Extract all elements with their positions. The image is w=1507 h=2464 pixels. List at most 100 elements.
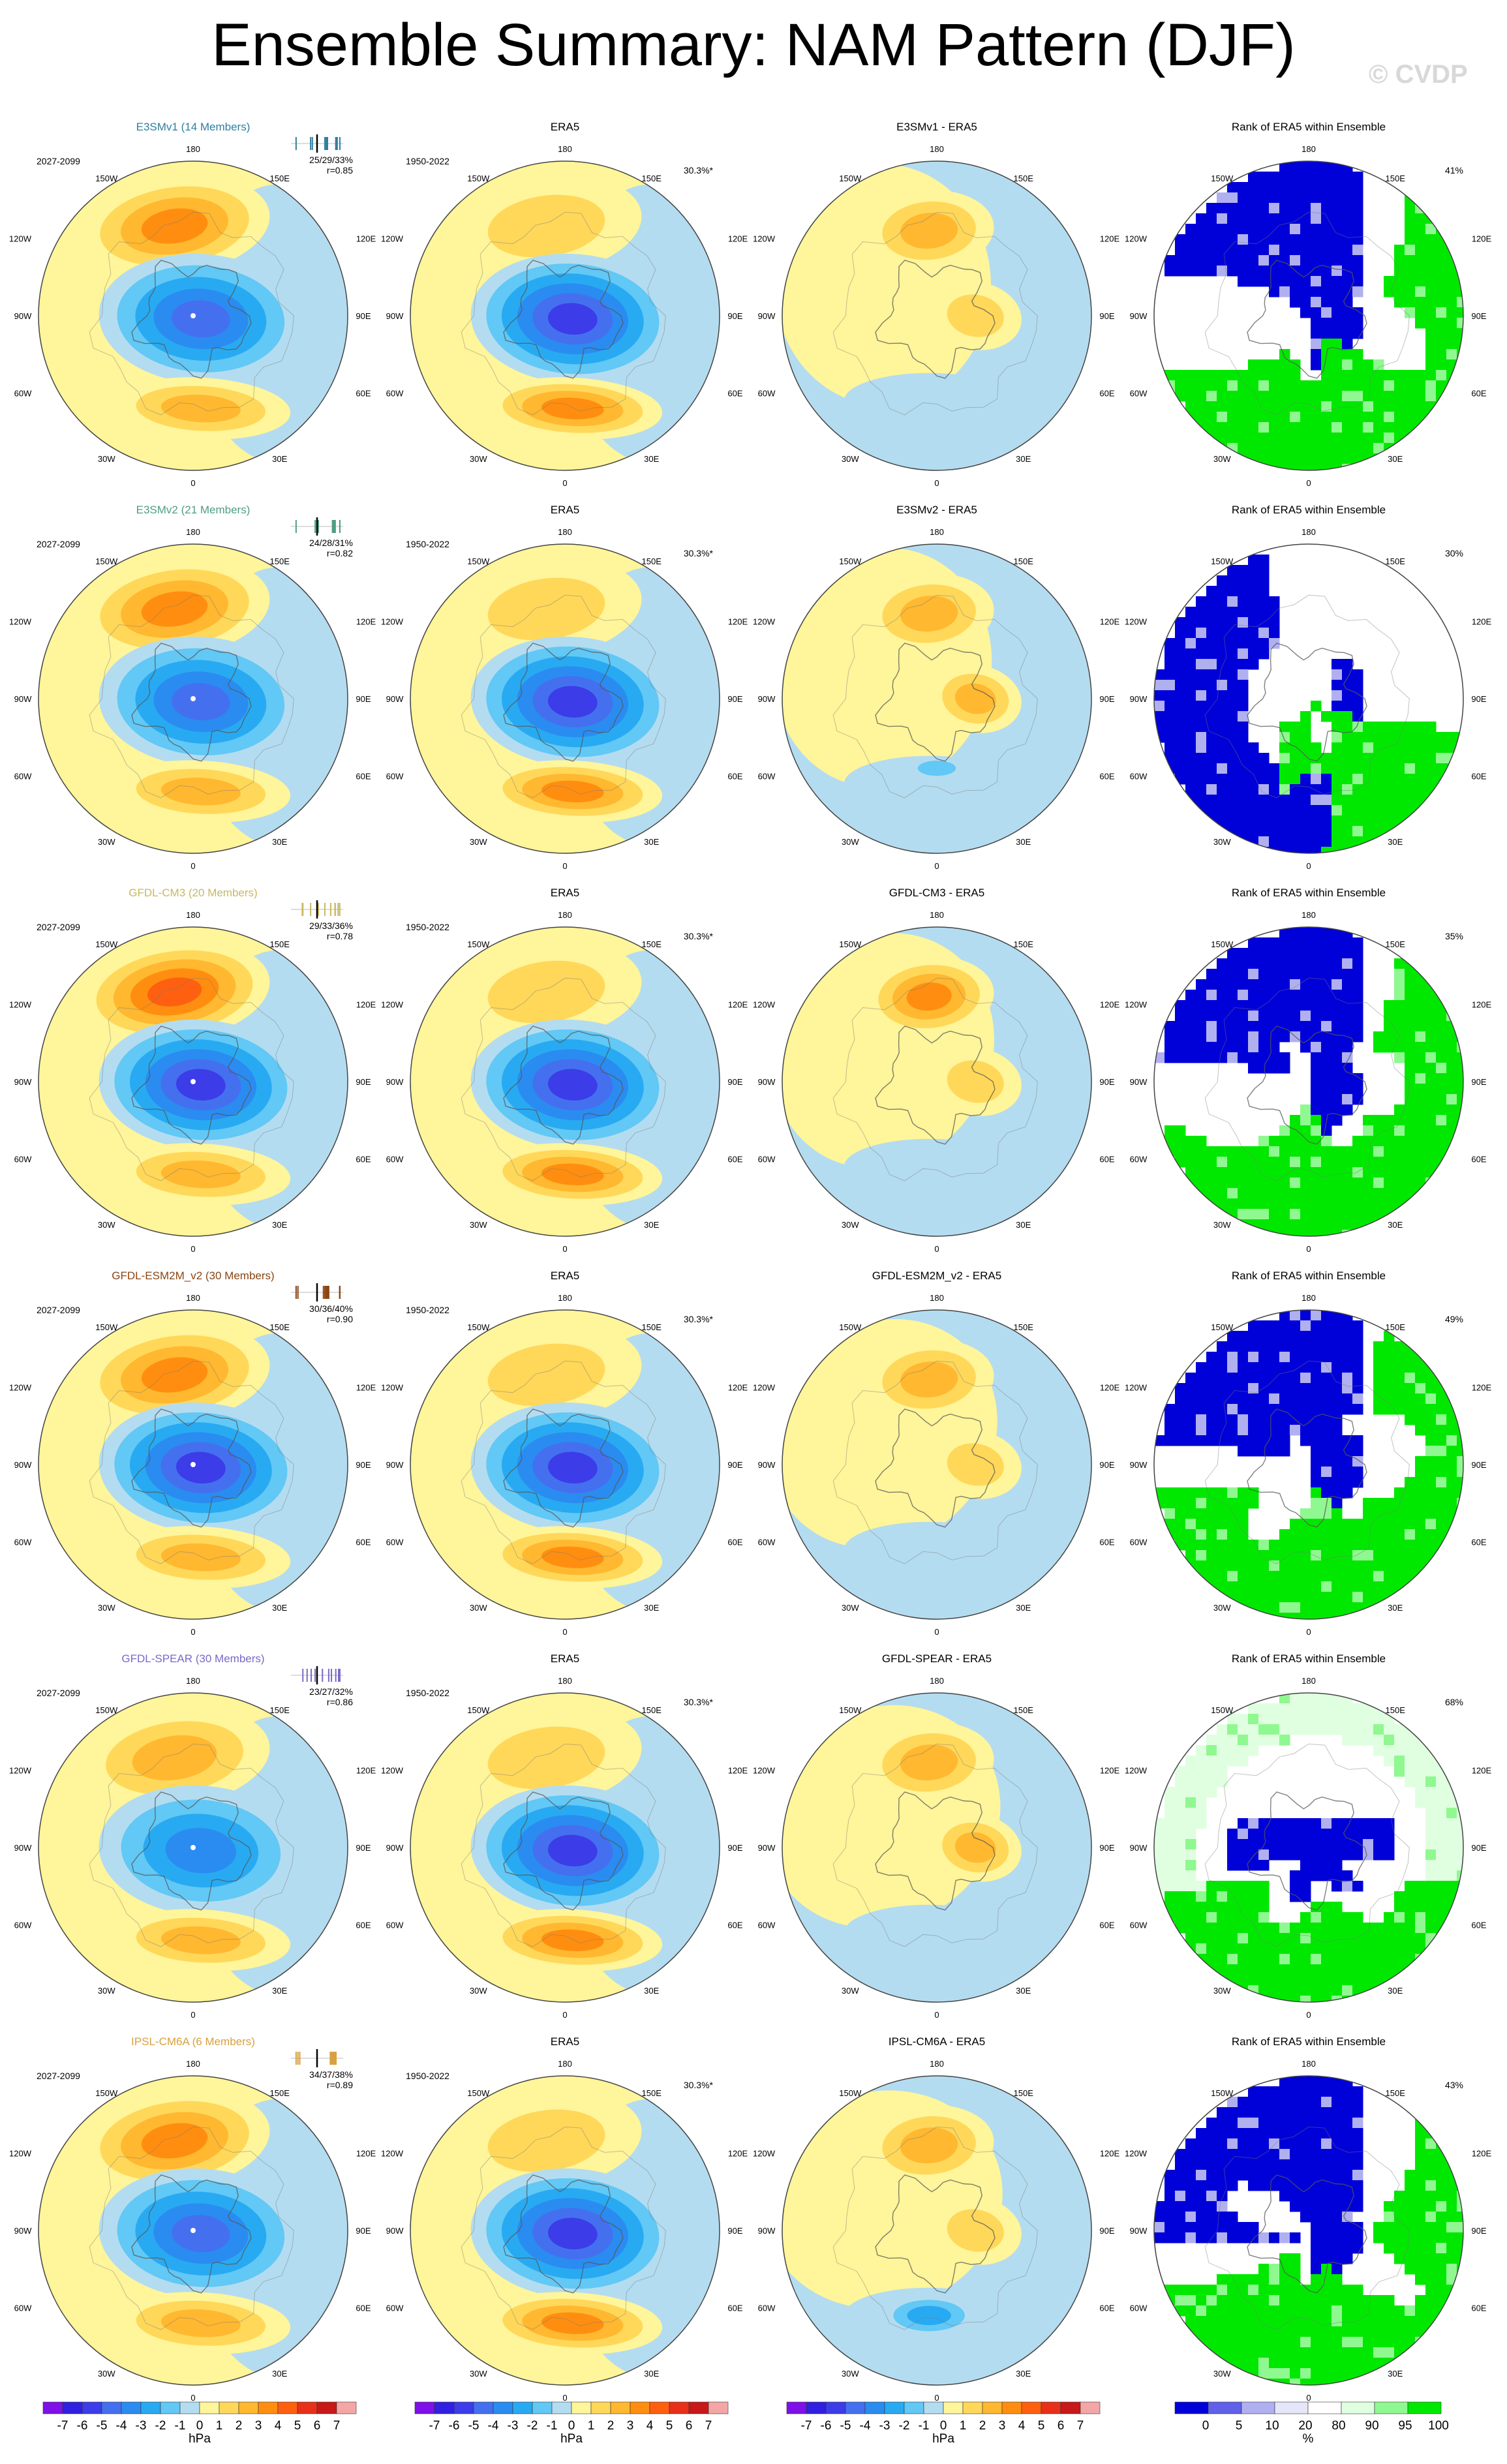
colorbar-tick-label: 0 — [196, 2419, 204, 2433]
rank-cell — [1457, 2212, 1463, 2223]
rank-cell — [1300, 2379, 1311, 2385]
rank-cell — [1269, 1414, 1280, 1425]
rank-cell — [1342, 979, 1353, 990]
rank-cell — [1311, 1849, 1322, 1861]
rank-cell — [1405, 234, 1416, 245]
rank-cell — [1269, 1964, 1280, 1975]
rank-cell — [1332, 1477, 1343, 1488]
rank-cell — [1321, 990, 1332, 1001]
rank-cell — [1352, 422, 1363, 433]
rank-cell — [1446, 1011, 1457, 1022]
rank-cell — [1321, 711, 1332, 722]
rank-cell — [1425, 1508, 1437, 1519]
rank-cell — [1227, 2295, 1238, 2306]
lon-label-150e: 150E — [270, 556, 290, 566]
rank-cell — [1269, 1839, 1280, 1850]
rank-cell — [1332, 453, 1343, 464]
rank-cell — [1321, 2201, 1332, 2212]
lon-label-60e: 60E — [356, 772, 371, 782]
rank-cell — [1175, 1766, 1186, 1777]
rank-cell — [1342, 1912, 1353, 1923]
rank-cell — [1332, 1446, 1343, 1457]
lon-label-120w: 120W — [1125, 617, 1148, 627]
rank-cell — [1185, 763, 1196, 774]
rank-cell — [1342, 1219, 1353, 1230]
rank-cell — [1290, 234, 1301, 245]
rank-cell — [1279, 266, 1290, 277]
rank-cell — [1185, 1157, 1196, 1168]
map-boundary — [410, 543, 720, 854]
rank-cell — [1373, 732, 1384, 743]
lon-label-30e: 30E — [272, 1603, 287, 1613]
rank-cell — [1279, 1943, 1290, 1954]
rank-cell — [1258, 2159, 1270, 2170]
colorbar-tick-label: -3 — [508, 2419, 519, 2433]
lon-label-90e: 90E — [356, 1843, 371, 1853]
rank-cell — [1206, 774, 1217, 785]
rank-cell — [1238, 1425, 1249, 1436]
rank-cell — [1321, 1104, 1332, 1116]
rank-cell — [1321, 1320, 1332, 1331]
rank-cell — [1342, 1571, 1353, 1582]
rank-cell — [1373, 1560, 1384, 1572]
rank-cell — [1457, 2222, 1463, 2233]
rank-cell — [1269, 2368, 1280, 2379]
rank-cell — [1279, 1839, 1290, 1850]
rank-cell — [1384, 2337, 1395, 2348]
rank-cell — [1227, 1331, 1238, 1342]
lon-label-90e: 90E — [1471, 1460, 1486, 1470]
rank-cell — [1227, 1031, 1238, 1042]
rank-cell — [1238, 443, 1249, 454]
colorbar-tick-label: 90 — [1365, 2419, 1378, 2433]
rank-cell — [1269, 2107, 1280, 2118]
rank-cell — [1332, 203, 1343, 214]
rank-cell — [1196, 213, 1207, 224]
rank-cell — [1300, 1571, 1311, 1582]
rank-cell — [1425, 1797, 1437, 1808]
rank-cell — [1384, 1508, 1395, 1519]
lon-label-90w: 90W — [1130, 2226, 1148, 2236]
lon-label-120w: 120W — [9, 1000, 32, 1010]
rank-cell — [1425, 2159, 1437, 2170]
rank-cell — [1352, 2159, 1363, 2170]
rank-cell — [1185, 784, 1196, 795]
rank-cell — [1321, 2274, 1332, 2285]
rank-cell — [1373, 784, 1384, 795]
rank-cell — [1352, 1954, 1363, 1965]
rank-cell — [1363, 742, 1374, 753]
rank-cell — [1394, 286, 1405, 297]
rank-cell — [1332, 1912, 1343, 1923]
rank-cell — [1290, 1933, 1301, 1944]
rank-cell — [1436, 1808, 1447, 1819]
rank-cell — [1405, 815, 1416, 827]
rank-cell — [1352, 826, 1363, 837]
rank-cell — [1457, 266, 1463, 277]
rank-cell — [1352, 2097, 1363, 2108]
colorbar-swatch — [962, 2401, 983, 2414]
rank-cell — [1415, 1178, 1426, 1189]
rank-cell — [1342, 1331, 1353, 1342]
rank-cell — [1415, 255, 1426, 266]
rank-cell — [1363, 1115, 1374, 1126]
rank-cell — [1394, 1487, 1405, 1498]
lon-label-120e: 120E — [728, 234, 748, 244]
rank-cell — [1436, 2201, 1447, 2212]
rank-cell — [1238, 422, 1249, 433]
rank-cell — [1164, 1404, 1176, 1415]
rank-cell — [1436, 1933, 1447, 1944]
rank-cell — [1279, 836, 1290, 847]
rank-cell — [1227, 1540, 1238, 1551]
rank-cell — [1332, 1373, 1343, 1384]
rank-cell — [1311, 836, 1322, 847]
map-boundary — [410, 1309, 720, 1620]
rank-cell — [1321, 1073, 1332, 1084]
rank-cell — [1279, 1341, 1290, 1352]
colorbar-tick-label: 0 — [940, 2419, 947, 2433]
lon-label-150e: 150E — [1386, 556, 1406, 566]
rank-cell — [1352, 2086, 1363, 2097]
rank-cell — [1227, 1021, 1238, 1032]
colorbar-tick-label: -5 — [840, 2419, 851, 2433]
rank-cell — [1217, 2191, 1228, 2202]
rank-cell — [1290, 192, 1301, 204]
colorbar-swatch — [258, 2401, 279, 2414]
